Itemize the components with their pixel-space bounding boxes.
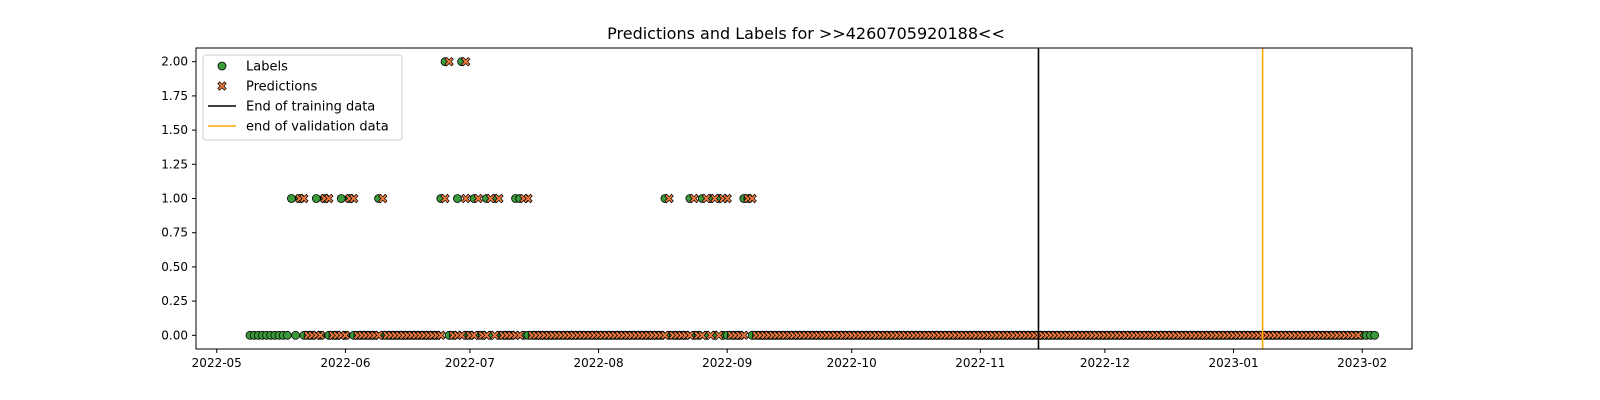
legend: Labels Predictions End of training data end… xyxy=(202,54,403,141)
legend-label: Predictions xyxy=(246,80,318,95)
y-tick-label: 0.00 xyxy=(161,328,188,342)
prediction-point xyxy=(739,330,749,341)
reference-lines xyxy=(1037,48,1264,349)
prediction-point xyxy=(473,193,483,204)
prediction-point xyxy=(315,330,326,341)
prediction-point xyxy=(436,330,446,341)
prediction-point xyxy=(494,193,504,204)
prediction-point xyxy=(664,193,674,204)
legend-labels-marker xyxy=(217,61,227,71)
x-tick-label: 2023-02 xyxy=(1337,356,1387,370)
prediction-point xyxy=(1353,330,1363,341)
legend-label: Labels xyxy=(246,60,288,75)
data-marks xyxy=(245,56,1380,341)
prediction-point xyxy=(440,193,450,204)
x-tick-label: 2022-11 xyxy=(955,356,1005,370)
prediction-point xyxy=(444,56,454,67)
x-tick-label: 2022-06 xyxy=(320,356,370,370)
y-tick-label: 1.75 xyxy=(161,89,188,103)
predictions-series xyxy=(295,56,1363,341)
x-axis: 2022-05 2022-06 2022-07 2022-08 2022-09 2022-… xyxy=(192,349,1387,370)
y-tick-label: 0.25 xyxy=(161,294,188,308)
label-point xyxy=(291,330,301,340)
y-tick-label: 1.50 xyxy=(161,123,188,137)
label-point xyxy=(311,194,321,203)
legend-label: end of validation data xyxy=(246,120,389,135)
y-tick-label: 0.50 xyxy=(161,260,188,274)
y-tick-label: 1.00 xyxy=(161,192,188,206)
label-point xyxy=(282,330,292,340)
y-tick-label: 2.00 xyxy=(161,55,188,69)
y-tick-label: 1.25 xyxy=(161,157,188,171)
x-tick-label: 2022-05 xyxy=(192,356,242,370)
prediction-point xyxy=(299,193,309,204)
prediction-point xyxy=(349,193,359,204)
label-point xyxy=(287,194,296,203)
label-point xyxy=(1370,330,1380,340)
y-tick-label: 0.75 xyxy=(161,226,188,240)
legend-label: End of training data xyxy=(246,100,375,115)
prediction-point xyxy=(714,330,724,341)
prediction-point xyxy=(523,193,533,204)
x-tick-label: 2022-09 xyxy=(702,356,752,370)
legend-predictions-marker xyxy=(217,81,227,91)
prediction-point xyxy=(747,193,757,204)
prediction-point xyxy=(340,330,351,341)
x-tick-label: 2023-01 xyxy=(1208,356,1258,370)
label-point xyxy=(336,194,346,203)
chart-title: Predictions and Labels for >>42607059201… xyxy=(607,24,1005,43)
prediction-point xyxy=(324,193,334,204)
legend-box xyxy=(202,54,403,141)
x-tick-label: 2022-10 xyxy=(827,356,877,370)
x-tick-label: 2022-12 xyxy=(1080,356,1130,370)
prediction-point xyxy=(461,193,471,204)
prediction-point xyxy=(722,193,732,204)
prediction-point xyxy=(515,330,525,341)
x-tick-label: 2022-08 xyxy=(573,356,623,370)
prediction-point xyxy=(378,193,388,204)
label-point xyxy=(453,194,462,203)
prediction-point xyxy=(461,56,471,67)
y-axis: 0.00 0.25 0.50 0.75 1.00 1.25 1.50 1.75 2.00 xyxy=(161,55,196,342)
prediction-point xyxy=(689,193,699,204)
x-tick-label: 2022-07 xyxy=(445,356,495,370)
